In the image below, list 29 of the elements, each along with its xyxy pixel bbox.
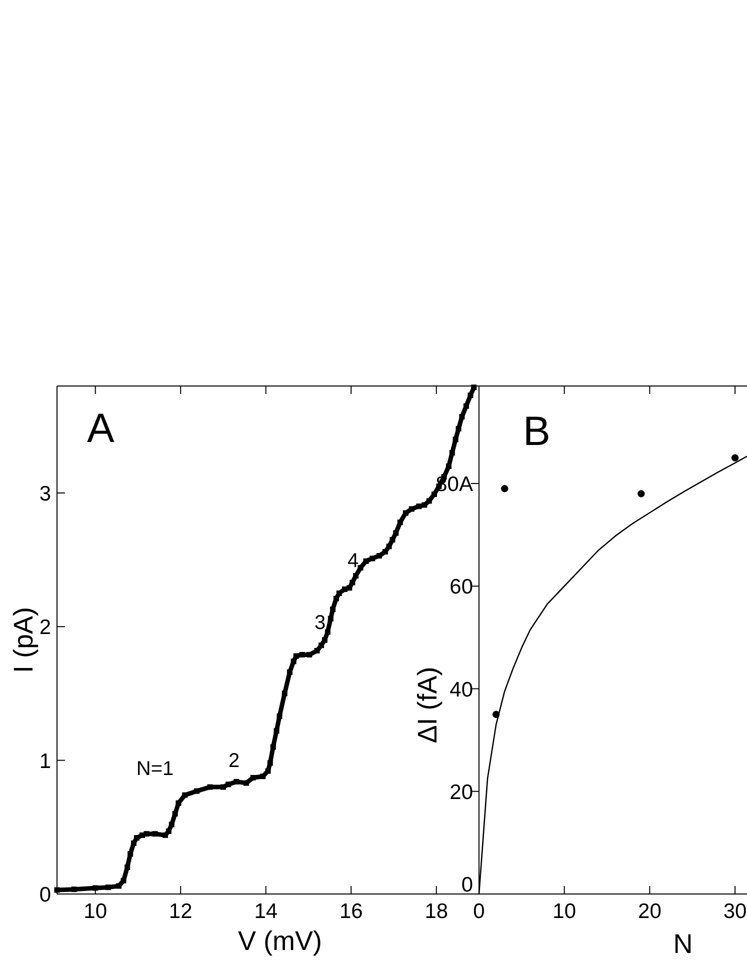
text: A [87,405,115,451]
x-tick-label: 18 [424,900,448,923]
y-tick-label: 2 [39,616,51,640]
x-tick-label: 20 [638,900,662,923]
annotation: 2 [228,750,240,772]
x-tick-label: 10 [84,900,108,923]
annotation: 4 [347,550,359,572]
x-tick-label: 14 [254,900,278,923]
point [501,485,508,492]
y-tick-label: 0 [39,884,51,907]
annotation: N=1 [136,758,174,780]
y-tick-label: 3 [39,482,51,506]
y-axis-title: I (pA) [8,606,39,674]
x-tick-label: 16 [339,900,363,923]
y-tick-label: 40 [450,678,473,702]
y-tick-label: 60 [450,576,473,599]
y-tick-label: 0 [461,873,473,896]
x-tick-label: 30 [723,900,747,923]
y-tick-label: 1 [39,750,51,773]
y-tick-label: 20 [450,780,473,804]
point [731,454,739,462]
text: B [523,408,550,454]
annotation: 3 [314,612,326,634]
x-axis-title: N [673,929,693,959]
x-axis-title: V (mV) [238,926,322,956]
point [638,490,645,498]
x-tick-label: 12 [168,900,192,923]
y-axis-title: ΔI (fA) [412,666,443,744]
x-tick-label: 10 [552,900,576,923]
